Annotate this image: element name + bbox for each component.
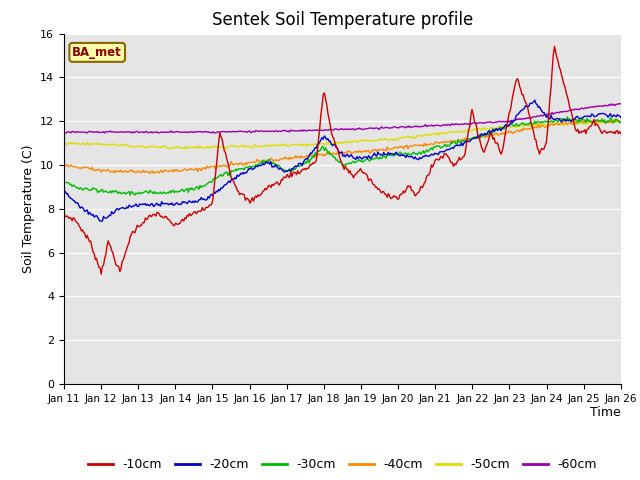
Title: Sentek Soil Temperature profile: Sentek Soil Temperature profile: [212, 11, 473, 29]
Legend: -10cm, -20cm, -30cm, -40cm, -50cm, -60cm: -10cm, -20cm, -30cm, -40cm, -50cm, -60cm: [83, 453, 602, 476]
X-axis label: Time: Time: [590, 407, 621, 420]
Y-axis label: Soil Temperature (C): Soil Temperature (C): [22, 144, 35, 273]
Text: BA_met: BA_met: [72, 46, 122, 59]
